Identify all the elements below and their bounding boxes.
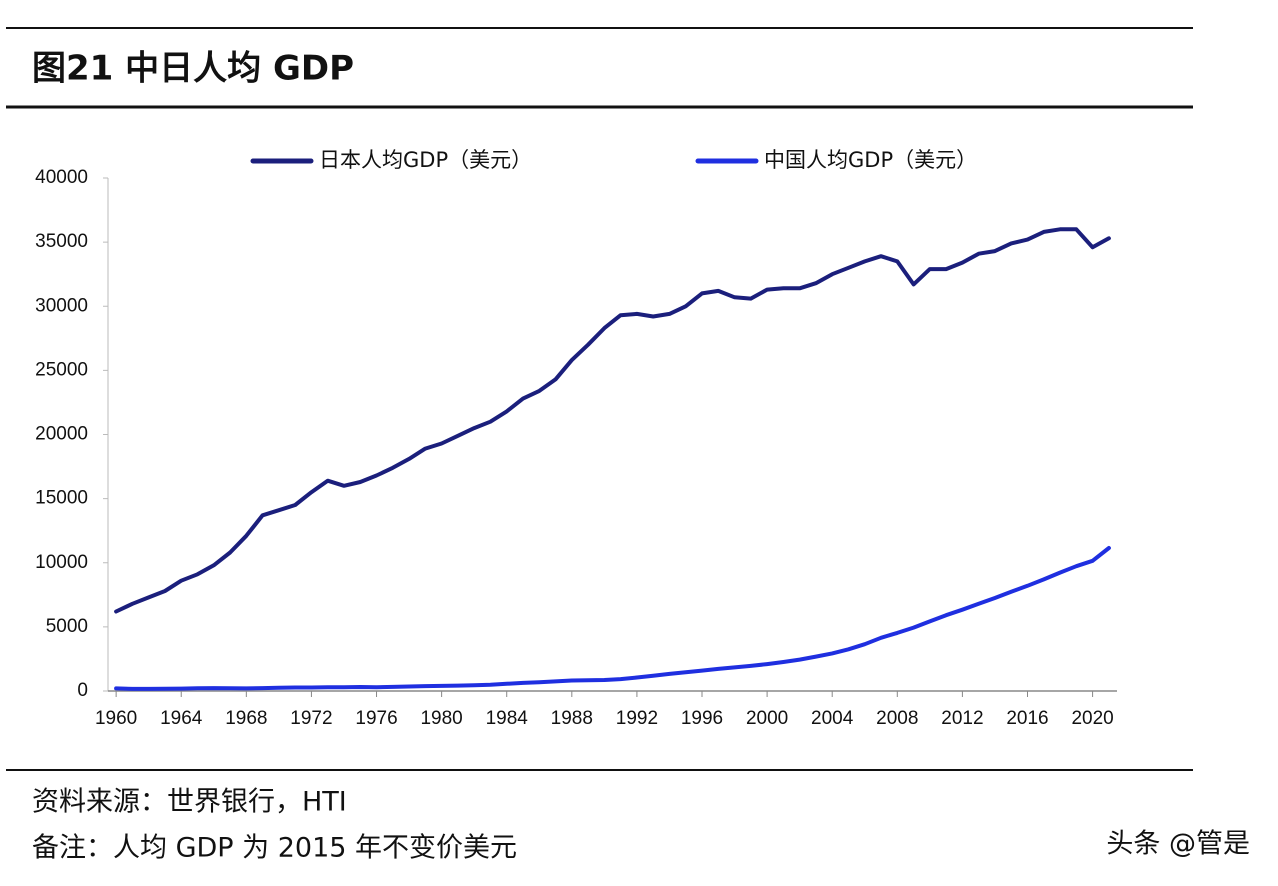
x-tick-label: 1960 [95, 708, 137, 729]
series-line [114, 227, 1111, 614]
y-tick-label: 30000 [35, 295, 88, 316]
legend-label: 中国人均GDP（美元） [764, 148, 977, 172]
x-tick-label: 2004 [811, 708, 854, 729]
x-tick-label: 2012 [941, 708, 983, 729]
chart-title: 图21 中日人均 GDP [32, 49, 354, 89]
x-tick-label: 1972 [290, 708, 332, 729]
y-tick-label: 20000 [35, 424, 88, 445]
y-tick-label: 10000 [35, 552, 88, 573]
x-tick-label: 1968 [225, 708, 267, 729]
x-tick-label: 1992 [616, 708, 658, 729]
series-line [114, 546, 1111, 691]
x-tick-label: 1976 [355, 708, 397, 729]
y-tick-label: 5000 [46, 616, 88, 637]
watermark: 头条 @管是 [1106, 829, 1250, 860]
y-tick-label: 40000 [35, 167, 88, 188]
x-tick-label: 1964 [160, 708, 203, 729]
x-tick-label: 1984 [486, 708, 529, 729]
y-tick-label: 0 [77, 680, 88, 701]
source: 资料来源：世界银行，HTI [32, 787, 347, 818]
x-tick-label: 2020 [1071, 708, 1113, 729]
y-tick-label: 35000 [35, 231, 88, 252]
x-tick-label: 1996 [681, 708, 723, 729]
y-tick-label: 25000 [35, 359, 88, 380]
x-tick-label: 2000 [746, 708, 788, 729]
x-tick-label: 1988 [551, 708, 593, 729]
x-tick-label: 2016 [1006, 708, 1048, 729]
x-tick-label: 1980 [420, 708, 462, 729]
legend-label: 日本人均GDP（美元） [319, 148, 532, 172]
x-tick-label: 2008 [876, 708, 918, 729]
y-tick-label: 15000 [35, 488, 88, 509]
note: 备注：人均 GDP 为 2015 年不变价美元 [32, 833, 517, 864]
